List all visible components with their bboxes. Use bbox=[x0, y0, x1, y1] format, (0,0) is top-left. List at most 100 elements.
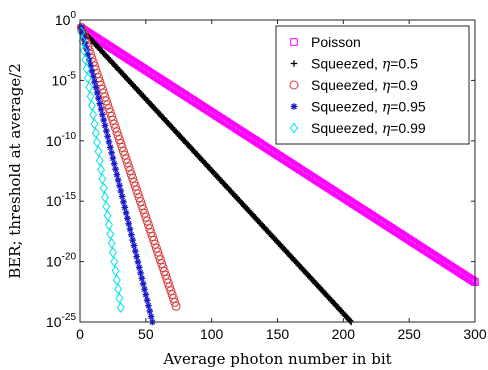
x-tick-label: 50 bbox=[138, 326, 154, 342]
legend-marker bbox=[289, 122, 299, 134]
data-point bbox=[109, 119, 119, 129]
data-point bbox=[110, 256, 119, 268]
data-point bbox=[90, 118, 99, 130]
legend-marker bbox=[289, 80, 299, 90]
data-point bbox=[81, 54, 90, 66]
data-point bbox=[86, 90, 95, 102]
data-point bbox=[116, 182, 123, 189]
data-point bbox=[153, 247, 163, 257]
data-point bbox=[103, 100, 113, 110]
x-tick-label: 100 bbox=[200, 326, 224, 342]
legend-marker bbox=[290, 103, 298, 110]
data-point bbox=[91, 127, 100, 139]
data-point bbox=[137, 269, 144, 277]
data-point bbox=[108, 149, 115, 157]
x-tick-label: 0 bbox=[76, 326, 84, 342]
data-point bbox=[126, 225, 134, 233]
x-axis-label: Average photon number in bit bbox=[162, 350, 391, 368]
data-point bbox=[97, 164, 106, 176]
legend-label: Squeezed, η=0.95 bbox=[311, 99, 426, 116]
data-point bbox=[141, 212, 151, 222]
data-point bbox=[136, 197, 146, 207]
data-point bbox=[121, 154, 131, 164]
data-point bbox=[110, 160, 118, 168]
data-point bbox=[107, 237, 116, 249]
data-point bbox=[93, 89, 101, 97]
data-point bbox=[134, 258, 142, 266]
data-point bbox=[104, 133, 111, 140]
legend-marker bbox=[290, 38, 298, 46]
data-point bbox=[107, 111, 117, 121]
data-point bbox=[133, 189, 143, 199]
data-point bbox=[130, 181, 140, 191]
data-point bbox=[139, 280, 147, 288]
data-point bbox=[114, 176, 122, 184]
data-point bbox=[84, 51, 92, 58]
legend-label: Squeezed, η=0.99 bbox=[311, 120, 426, 137]
data-point bbox=[147, 232, 157, 242]
y-tick-label: 10-25 bbox=[46, 312, 76, 330]
data-point bbox=[155, 255, 165, 265]
y-axis-label: BER; threshold at average/2 bbox=[6, 63, 24, 279]
data-point bbox=[158, 263, 168, 273]
data-point bbox=[77, 26, 86, 38]
legend-entries: Poisson Squeezed, η=0.5 Squeezed, η=0.9 Squ… bbox=[289, 34, 426, 137]
data-point bbox=[88, 67, 96, 75]
data-point bbox=[116, 139, 126, 149]
ticks-layer: 0 50 100 150 200 250 300 100 10-5 10-10 10-15 10-20… bbox=[46, 10, 487, 342]
data-point bbox=[151, 243, 161, 253]
data-point bbox=[170, 297, 180, 307]
data-point bbox=[467, 275, 475, 284]
x-tick-label: 200 bbox=[332, 326, 356, 342]
data-point bbox=[94, 145, 103, 157]
data-point bbox=[102, 201, 111, 212]
data-point bbox=[112, 274, 121, 286]
data-point bbox=[106, 144, 114, 151]
data-point bbox=[116, 302, 125, 313]
data-point bbox=[134, 193, 144, 203]
data-point bbox=[105, 138, 113, 146]
legend-label: Poisson bbox=[311, 34, 361, 50]
data-point bbox=[137, 201, 147, 211]
data-point bbox=[163, 278, 173, 288]
y-tick-label: 100 bbox=[55, 10, 77, 28]
data-point bbox=[114, 283, 123, 295]
data-point bbox=[97, 105, 105, 113]
data-point bbox=[141, 285, 148, 293]
y-tick-label: 10-10 bbox=[46, 131, 76, 149]
data-point bbox=[171, 301, 181, 311]
data-point bbox=[154, 251, 164, 261]
legend-marker bbox=[290, 60, 298, 67]
legend-entry: Squeezed, η=0.95 bbox=[290, 99, 426, 116]
legend-label: Squeezed, η=0.9 bbox=[311, 77, 418, 94]
data-point bbox=[135, 264, 143, 271]
x-tick-label: 150 bbox=[266, 326, 290, 342]
data-point bbox=[120, 198, 127, 206]
data-point bbox=[112, 165, 119, 173]
data-point bbox=[146, 307, 154, 315]
data-point bbox=[113, 131, 123, 141]
data-point bbox=[128, 231, 135, 238]
data-point bbox=[83, 72, 92, 84]
data-point bbox=[138, 275, 146, 282]
data-point bbox=[91, 78, 98, 86]
data-point bbox=[85, 56, 93, 64]
series-asterisk bbox=[78, 23, 156, 326]
data-point bbox=[142, 216, 152, 226]
data-point bbox=[129, 177, 139, 187]
data-point bbox=[95, 94, 102, 102]
data-point bbox=[130, 242, 138, 249]
data-point bbox=[167, 290, 177, 300]
data-point bbox=[103, 210, 112, 222]
data-point bbox=[157, 259, 167, 269]
data-point bbox=[89, 109, 98, 121]
data-point bbox=[346, 317, 354, 324]
data-point bbox=[159, 266, 169, 276]
data-point bbox=[111, 123, 121, 133]
data-point bbox=[120, 150, 130, 160]
data-point bbox=[142, 291, 150, 299]
data-point bbox=[121, 204, 129, 211]
data-point bbox=[469, 277, 478, 286]
data-point bbox=[85, 81, 94, 93]
